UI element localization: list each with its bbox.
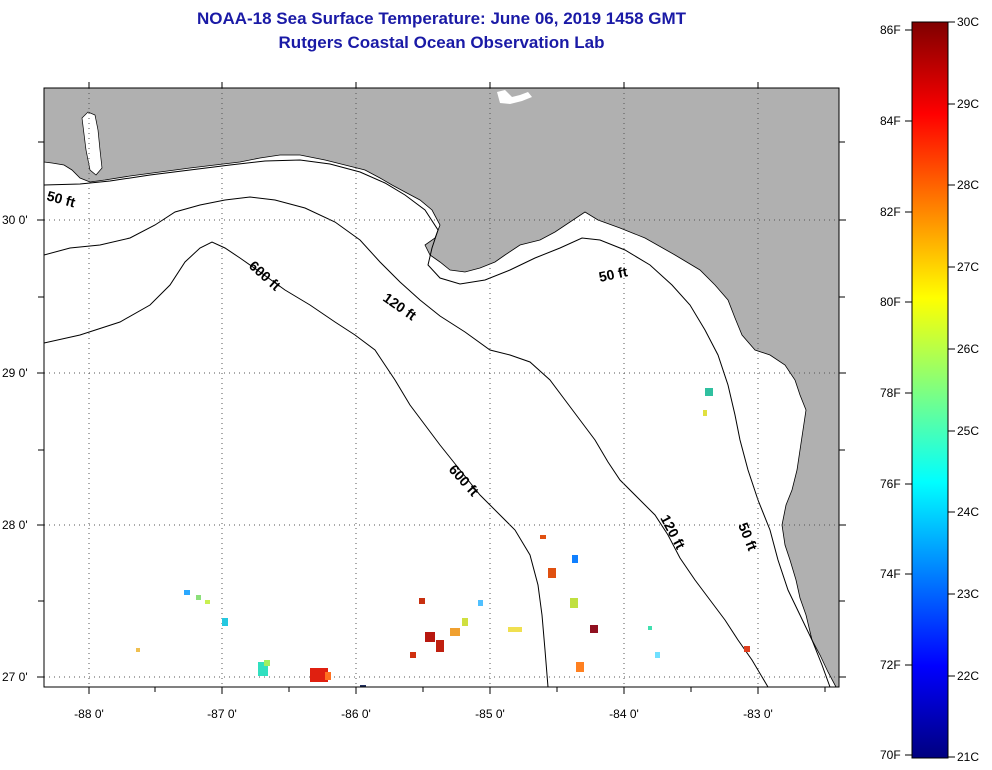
lon-tick-88: -88 0' [74,707,104,721]
lon-tick-83: -83 0' [743,707,773,721]
lon-tick-86: -86 0' [341,707,371,721]
map-title: NOAA-18 Sea Surface Temperature: June 06… [196,9,687,28]
lat-tick-27: 27 0' [2,670,28,684]
contour-50ft [44,159,831,687]
cbar-c-21: 21C [957,750,979,764]
cbar-f-82: 82F [880,205,901,219]
lat-tick-28: 28 0' [2,518,28,532]
sst-pixels [136,388,750,687]
cbar-c-24: 24C [957,505,979,519]
label-50ft-mid: 50 ft [597,263,629,285]
cbar-c-26: 26C [957,342,979,356]
cbar-c-25: 25C [957,424,979,438]
colorbar-ticks [905,21,955,758]
lon-tick-87: -87 0' [207,707,237,721]
cbar-f-80: 80F [880,295,901,309]
cbar-c-22: 22C [957,669,979,683]
cbar-c-28: 28C [957,178,979,192]
cbar-f-74: 74F [880,567,901,581]
contour-600ft [44,241,549,687]
cbar-c-30: 30C [957,15,979,29]
cbar-f-78: 78F [880,386,901,400]
cbar-f-70: 70F [880,748,901,762]
cbar-c-29: 29C [957,97,979,111]
land-mass [44,88,839,687]
lon-tick-84: -84 0' [609,707,639,721]
map-frame [43,87,840,688]
label-50ft-west: 50 ft [45,187,77,210]
colorbar [911,21,949,759]
cbar-f-84: 84F [880,114,901,128]
lat-tick-30: 30 0' [2,213,28,227]
cbar-f-72: 72F [880,658,901,672]
cbar-f-86: 86F [880,23,901,37]
axis-ticks [37,82,846,694]
lat-tick-29: 29 0' [2,366,28,380]
cbar-f-76: 76F [880,477,901,491]
cbar-c-27: 27C [957,260,979,274]
white-lake [497,90,532,104]
lon-tick-85: -85 0' [475,707,505,721]
cbar-c-23: 23C [957,587,979,601]
contour-120ft [44,196,769,687]
map-subtitle: Rutgers Coastal Ocean Observation Lab [278,33,605,52]
mobile-bay [81,111,103,176]
